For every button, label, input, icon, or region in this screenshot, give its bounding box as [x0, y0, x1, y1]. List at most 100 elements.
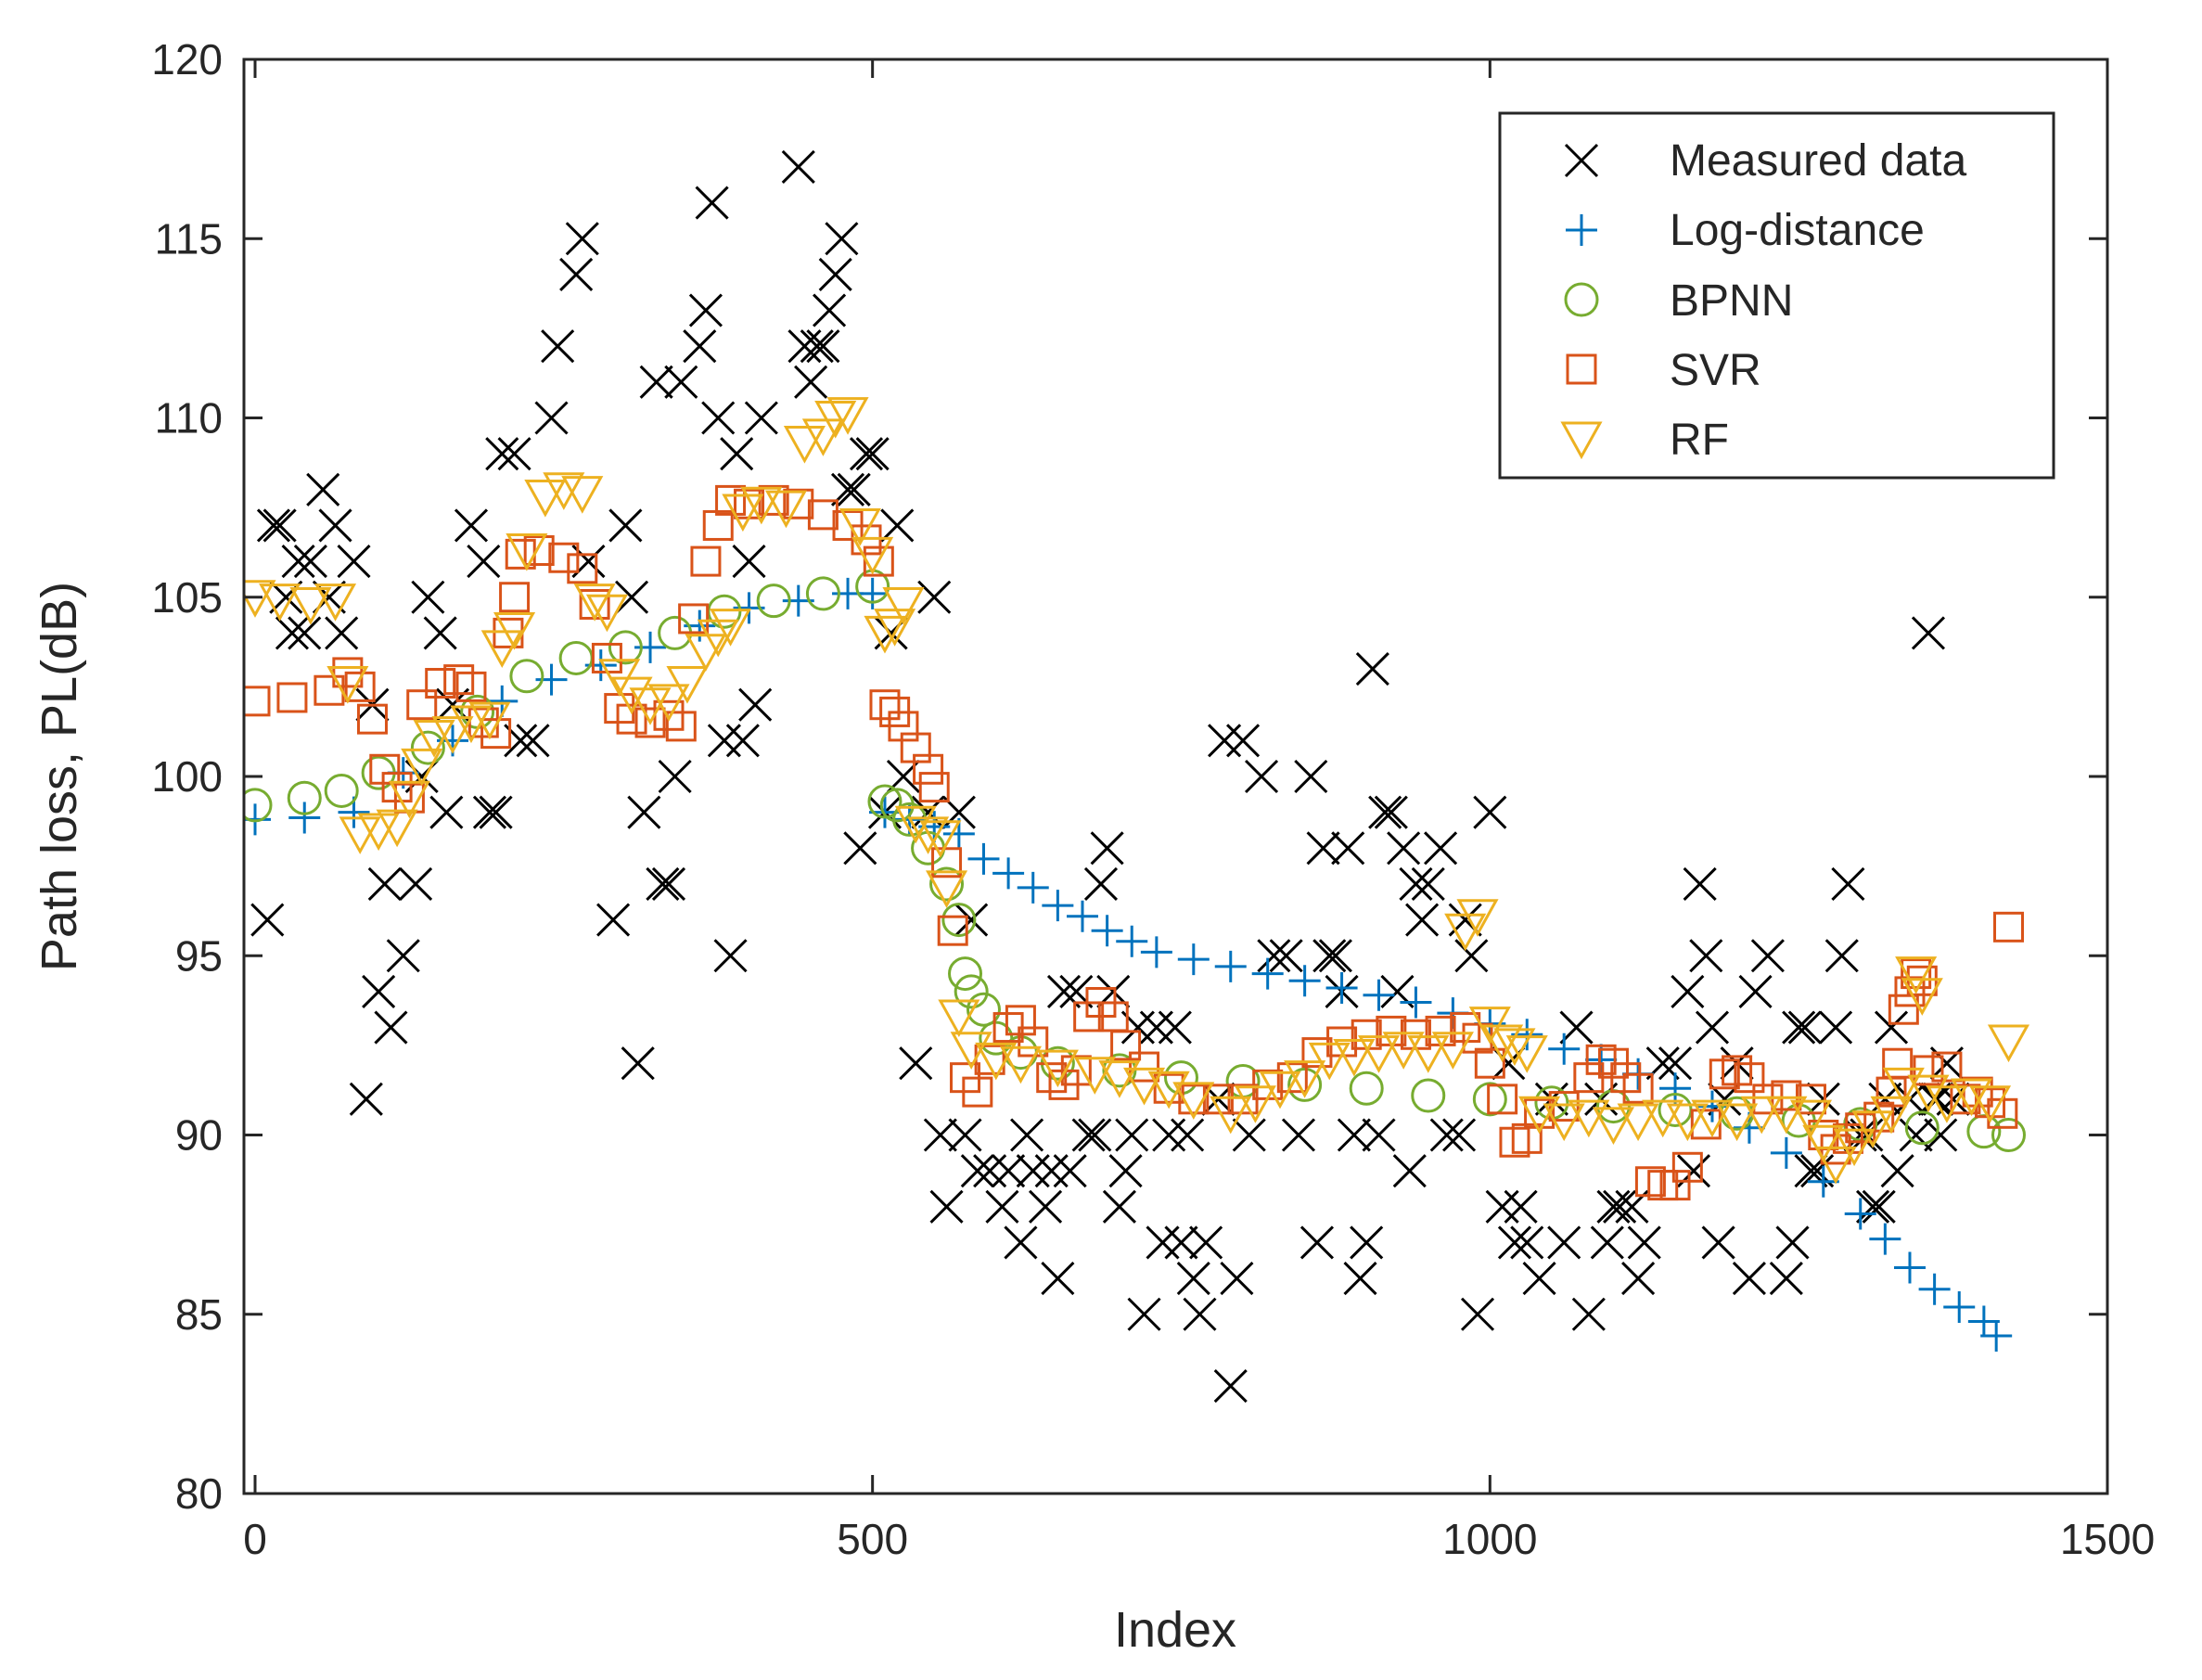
measured-point: [1920, 1082, 1954, 1116]
measured-point: [1226, 724, 1261, 758]
measured-point: [1071, 1118, 1106, 1152]
measured-point: [485, 437, 519, 471]
rf-point: [874, 609, 916, 647]
measured-point: [688, 293, 723, 327]
measured-point: [1738, 974, 1773, 1008]
measured-point: [1405, 903, 1440, 937]
measured-point: [614, 580, 649, 614]
measured-point: [256, 508, 291, 543]
bpnn-point: [941, 903, 977, 938]
log_distance-point: [1980, 1319, 2013, 1352]
measured-point: [1392, 1154, 1427, 1188]
bpnn-point: [1287, 1067, 1323, 1102]
rf-point: [289, 586, 332, 625]
bpnn-point: [805, 576, 840, 611]
svr-point: [690, 545, 722, 577]
log_distance-point: [1214, 950, 1247, 982]
rf-point: [938, 999, 980, 1038]
measured-point: [1115, 1118, 1149, 1152]
measured-point: [1034, 1154, 1069, 1188]
measured-point: [1127, 1297, 1161, 1331]
rf-point: [493, 612, 536, 650]
rf-point: [357, 813, 400, 852]
y-tick-label: 120: [151, 35, 223, 83]
svr-point: [1585, 1044, 1617, 1075]
rf-point: [826, 397, 869, 435]
measured-point: [1078, 1118, 1112, 1152]
measured-point: [960, 1154, 994, 1188]
svr-point: [1018, 1026, 1049, 1058]
rf-point: [1814, 1146, 1857, 1185]
svr-point: [1178, 1084, 1210, 1115]
measured-point: [250, 903, 285, 937]
legend-icons: [1560, 143, 1603, 460]
measured-point: [608, 508, 643, 543]
rf-point: [1333, 1038, 1376, 1077]
svr-point: [1276, 1062, 1308, 1094]
rf-point: [1284, 1060, 1326, 1098]
svr-point: [1671, 1151, 1703, 1183]
svr-point: [1906, 965, 1938, 996]
svr-point: [1110, 1030, 1142, 1061]
rf-point: [907, 816, 950, 854]
measured-point: [1164, 1225, 1198, 1260]
measured-point: [1102, 1189, 1136, 1224]
measured-point: [275, 616, 310, 650]
bpnn-point: [324, 773, 359, 808]
measured-point: [899, 1046, 933, 1081]
rf-point: [919, 820, 962, 858]
bpnn-point: [929, 866, 965, 902]
svr-point: [344, 671, 376, 702]
measured-point: [800, 329, 834, 364]
measured-point: [596, 903, 631, 937]
svr-point: [634, 707, 666, 738]
measured-point: [1880, 1154, 1914, 1188]
svr-point: [1734, 1062, 1765, 1094]
measured-point: [399, 866, 433, 902]
measured-point: [1460, 1297, 1495, 1331]
measured-point: [806, 329, 840, 364]
bpnn-point: [1991, 1118, 2026, 1152]
rf-point: [999, 1045, 1042, 1084]
bpnn-point: [892, 802, 928, 837]
svr-point: [1450, 1012, 1481, 1044]
measured-point: [1806, 1082, 1840, 1116]
legend-label-log-distance: Log-distance: [1670, 206, 1925, 255]
measured-point: [1429, 1118, 1464, 1152]
rf-point: [666, 666, 709, 704]
measured-point: [1312, 939, 1347, 973]
measured-point: [1750, 939, 1785, 973]
measured-point: [306, 472, 340, 507]
rf-point: [1666, 1103, 1709, 1142]
bpnn-point: [287, 780, 322, 815]
axis-tick-labels: 0 500 1000 1500 80 85 90 95 100 105 110 115 120: [151, 35, 2155, 1563]
measured-point: [411, 580, 445, 614]
rf-point: [1895, 956, 1938, 994]
measured-point: [288, 616, 322, 650]
measured-point: [929, 1189, 964, 1224]
measured-point: [992, 1154, 1026, 1188]
rf-point: [1259, 1071, 1301, 1109]
rf-point: [413, 719, 455, 758]
svr-point: [523, 535, 555, 567]
rf-point: [1357, 1035, 1401, 1073]
rf-point: [1851, 1110, 1894, 1148]
svr-point: [1992, 911, 2024, 943]
measured-point: [695, 186, 729, 220]
measured-point: [516, 724, 550, 758]
measured-point: [534, 401, 569, 435]
svr-point: [1548, 1091, 1580, 1122]
rf-point: [1543, 1103, 1585, 1142]
rf-point: [1308, 1042, 1351, 1081]
measured-point: [1387, 831, 1421, 866]
measured-point: [1510, 1225, 1544, 1260]
bpnn-point: [966, 992, 1001, 1027]
measured-point: [1658, 1046, 1693, 1081]
svr-point: [1771, 1080, 1802, 1111]
rf-point: [1901, 978, 1943, 1016]
measured-point: [565, 222, 599, 256]
measured-point: [1355, 651, 1389, 686]
log_distance-point: [1869, 1223, 1901, 1255]
legend-circle-icon: [1564, 282, 1599, 317]
y-tick-label: 85: [175, 1290, 223, 1339]
